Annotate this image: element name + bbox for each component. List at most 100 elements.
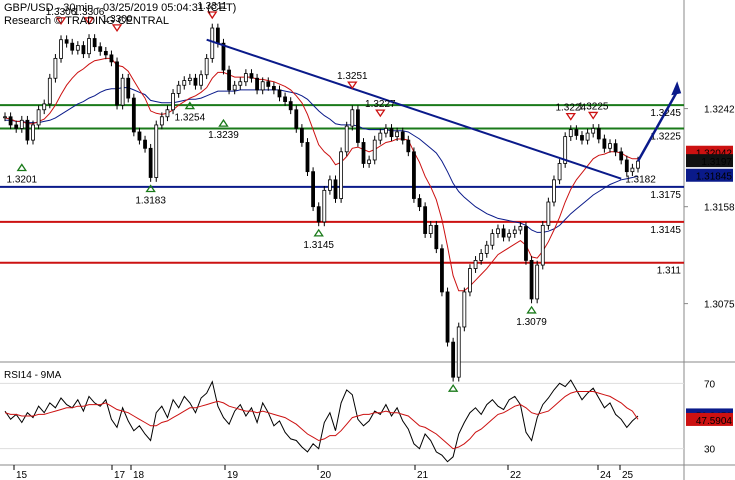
price-candle (456, 326, 461, 378)
price-candle (271, 86, 276, 91)
price-candle (563, 136, 568, 164)
x-tick-label: 17 (114, 470, 126, 480)
price-candle (19, 119, 24, 129)
price-candle (59, 39, 63, 59)
price-candle (299, 128, 304, 143)
price-candle (277, 89, 282, 98)
price-tag: 1.31845 (686, 168, 733, 183)
level-label: 1.3145 (650, 225, 681, 236)
price-candle (400, 131, 405, 141)
price-candle (148, 147, 153, 178)
swing-high-label: 1.3306 (46, 7, 77, 18)
rsi-value-tag: 47.5904 (686, 412, 733, 427)
price-candle (283, 96, 287, 102)
price-candle (75, 45, 80, 51)
price-candle (585, 132, 590, 141)
swing-high-marker (83, 17, 95, 26)
swing-high-marker (375, 109, 386, 118)
x-tick-label: 18 (133, 470, 145, 480)
price-candle (187, 77, 192, 81)
price-candle (529, 260, 534, 300)
price-candle (524, 226, 528, 261)
price-candle (199, 74, 203, 86)
price-candle (613, 143, 618, 153)
price-candle (546, 201, 551, 226)
price-candle (496, 228, 500, 234)
price-candle (339, 151, 344, 199)
price-tag-label: 1.3197 (701, 157, 732, 168)
price-candle (182, 80, 187, 86)
price-candle (98, 46, 103, 52)
price-candle (103, 50, 108, 56)
price-candle (356, 109, 360, 143)
swing-low-marker (526, 305, 537, 314)
price-candle (159, 116, 164, 126)
price-candle (384, 128, 388, 134)
y-tick-label: 1.3075 (704, 300, 735, 311)
price-candle (143, 139, 147, 149)
price-candle (473, 260, 478, 269)
swing-high-marker (347, 81, 358, 90)
price-candle (440, 248, 444, 293)
price-candle (154, 124, 159, 178)
price-candle (126, 77, 131, 99)
price-candle (602, 138, 607, 149)
price-candle (255, 77, 259, 91)
swing-low-marker (16, 163, 28, 172)
price-candle (238, 81, 243, 86)
price-candle (479, 252, 484, 261)
swing-high-label: 1.3251 (337, 71, 368, 82)
price-candle (294, 109, 299, 129)
rsi-series (4, 379, 639, 463)
price-candle (619, 151, 624, 161)
rsi-ma-series (4, 391, 639, 450)
price-candle (316, 206, 321, 223)
price-candle (518, 226, 523, 231)
price-candle (468, 268, 472, 293)
price-candle (512, 229, 517, 234)
price-candle (328, 179, 332, 191)
x-tick-label: 22 (510, 470, 522, 480)
price-candle (14, 124, 19, 129)
price-candle (70, 42, 75, 51)
price-candle (81, 45, 86, 55)
price-candle (490, 233, 495, 246)
chart-subtitle: Research © TRADING CENTRAL (4, 15, 169, 27)
swing-high-marker (587, 111, 599, 120)
price-candle (378, 132, 383, 141)
rsi-value-tag-label: 47.5904 (696, 416, 733, 427)
price-candle (557, 163, 562, 181)
price-candle (552, 179, 556, 203)
price-candle (249, 73, 254, 79)
price-candle (25, 119, 30, 141)
price-candle (445, 291, 450, 343)
x-tick-label: 25 (622, 470, 634, 480)
price-candle (165, 109, 170, 118)
price-candle (428, 224, 433, 234)
x-tick-label: 21 (417, 470, 429, 480)
price-candle (591, 128, 596, 134)
price-candle (210, 27, 215, 59)
rsi-pane: 703050.345947.5904 (0, 379, 733, 463)
price-candle (451, 341, 456, 378)
price-candle (636, 160, 640, 169)
swing-low-label: 1.3254 (175, 113, 206, 124)
swing-low-label: 1.3201 (7, 174, 38, 185)
swing-low-marker (447, 384, 459, 392)
price-candle (288, 101, 293, 111)
price-candle (215, 27, 220, 44)
trend-line-label: 1.3182 (625, 175, 656, 186)
forecast-arrow (636, 90, 679, 162)
price-candle (580, 135, 584, 141)
x-tick-label: 20 (320, 470, 332, 480)
price-candle (630, 167, 635, 173)
price-candle (266, 81, 271, 87)
swing-high-marker (111, 24, 123, 33)
price-candle (574, 129, 579, 136)
swing-low-label: 1.3239 (208, 130, 239, 141)
price-candle (131, 97, 136, 133)
x-tick-label: 24 (600, 470, 612, 480)
rsi-tick-label: 30 (704, 445, 716, 456)
